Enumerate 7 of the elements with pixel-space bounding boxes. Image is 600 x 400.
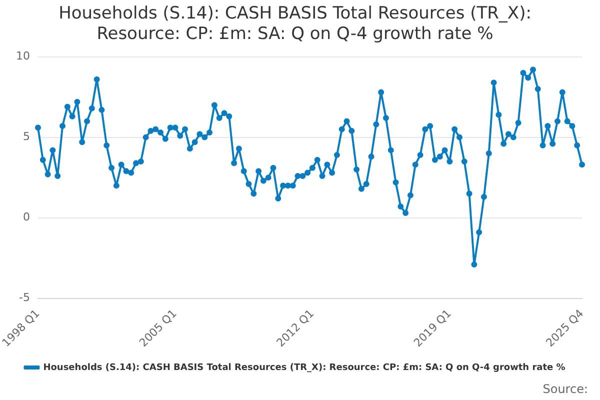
y-tick-label: 0 xyxy=(22,210,30,224)
y-tick-label: 5 xyxy=(22,130,30,144)
source-note: Source: xyxy=(542,382,588,396)
y-tick-label: -5 xyxy=(19,291,30,304)
legend-label: Households (S.14): CASH BASIS Total Resources (TR_X): Resource: CP: £m: SA: Q on Q-4 growth rate % xyxy=(43,362,566,373)
chart-title: Households (S.14): CASH BASIS Total Resources (TR_X): Resource: CP: £m: SA: Q on Q-4 growth rate % xyxy=(58,4,532,44)
y-tick-label: 10 xyxy=(16,50,30,63)
